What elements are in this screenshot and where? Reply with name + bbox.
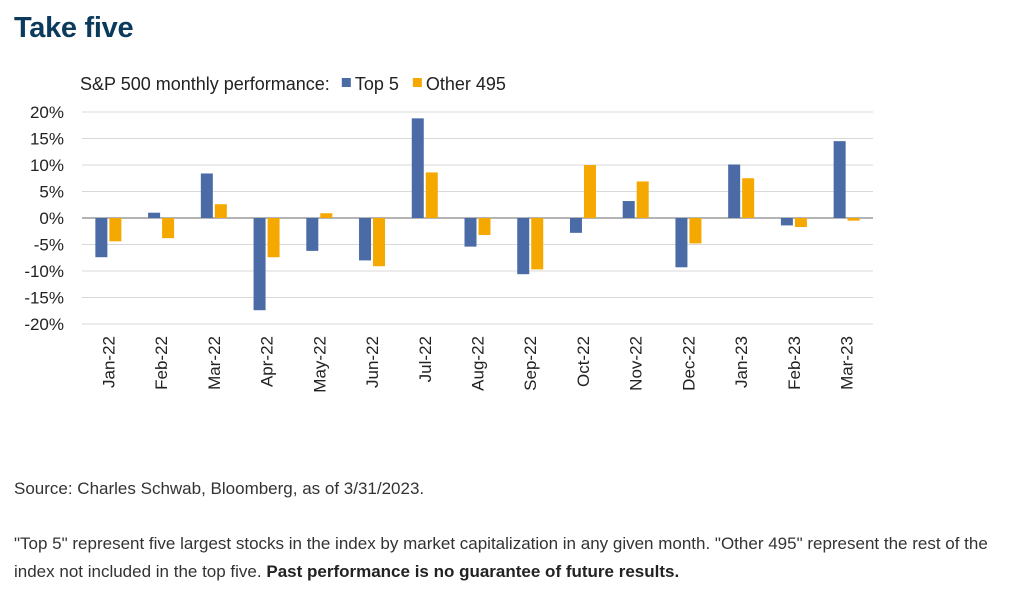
- page-title: Take five: [14, 12, 134, 44]
- bar-top-5: [675, 218, 688, 268]
- bar-other-495: [794, 218, 807, 228]
- bar-other-495: [531, 218, 544, 270]
- bar-other-495: [847, 218, 860, 221]
- chart: S&P 500 monthly performance: Top 5 Other…: [24, 74, 873, 393]
- x-tick-label: Jun-22: [363, 336, 382, 388]
- bar-other-495: [583, 165, 596, 218]
- bar-other-495: [267, 218, 280, 258]
- y-tick-label: 15%: [30, 130, 64, 149]
- bar-top-5: [306, 218, 319, 251]
- x-tick-label: Jan-23: [732, 336, 751, 388]
- bar-top-5: [95, 218, 108, 258]
- bar-top-5: [359, 218, 372, 261]
- x-tick-label: Dec-22: [679, 336, 698, 391]
- bar-top-5: [780, 218, 793, 226]
- bar-top-5: [200, 173, 213, 218]
- y-tick-label: -5%: [34, 236, 64, 255]
- legend-swatch-other-495: [412, 78, 422, 87]
- x-tick-label: Apr-22: [258, 336, 277, 387]
- bar-top-5: [728, 164, 741, 218]
- bar-top-5: [833, 141, 846, 218]
- bar-other-495: [109, 218, 122, 242]
- x-tick-label: Jan-22: [99, 336, 118, 388]
- bar-other-495: [689, 218, 702, 244]
- bar-top-5: [622, 201, 635, 218]
- footnote: "Top 5" represent five largest stocks in…: [14, 530, 1004, 586]
- y-tick-label: -15%: [24, 289, 64, 308]
- bar-top-5: [517, 218, 530, 275]
- chart-legend: Top 5 Other 495: [341, 74, 506, 94]
- bar-other-495: [478, 218, 491, 235]
- x-tick-label: May-22: [310, 336, 329, 393]
- y-tick-label: -20%: [24, 315, 64, 334]
- bar-top-5: [569, 218, 582, 233]
- bar-top-5: [253, 218, 266, 311]
- legend-label-other-495: Other 495: [426, 74, 506, 94]
- y-axis: 20% 15% 10% 5% 0% -5% -10% -15% -20%: [24, 103, 64, 334]
- bar-other-495: [425, 172, 438, 218]
- x-axis: Jan-22 Feb-22 Mar-22 Apr-22 May-22 Jun-22 Jul-…: [99, 336, 856, 393]
- x-tick-label: Oct-22: [574, 336, 593, 387]
- x-tick-label: Mar-23: [838, 336, 857, 390]
- footnote-disclaimer: Past performance is no guarantee of futu…: [266, 562, 680, 581]
- bar-top-5: [464, 218, 477, 247]
- y-tick-label: 0%: [39, 209, 64, 228]
- chart-gridlines: [82, 111, 873, 325]
- y-tick-label: 10%: [30, 156, 64, 175]
- chart-title: S&P 500 monthly performance:: [80, 74, 330, 94]
- legend-label-top-5: Top 5: [355, 74, 399, 94]
- y-tick-label: 20%: [30, 103, 64, 122]
- bar-other-495: [320, 213, 333, 218]
- x-tick-label: Jul-22: [416, 336, 435, 382]
- bar-other-495: [742, 178, 755, 218]
- bar-top-5: [411, 118, 424, 218]
- legend-swatch-top-5: [341, 78, 351, 87]
- bar-other-495: [214, 204, 227, 218]
- x-tick-label: Feb-22: [152, 336, 171, 390]
- source-note: Source: Charles Schwab, Bloomberg, as of…: [14, 479, 425, 498]
- x-tick-label: Aug-22: [469, 336, 488, 391]
- y-tick-label: -10%: [24, 262, 64, 281]
- chart-bars: [95, 118, 860, 311]
- bar-other-495: [162, 218, 175, 239]
- bar-other-495: [636, 181, 649, 218]
- footnote-text: "Top 5" represent five largest stocks in…: [14, 534, 988, 581]
- x-tick-label: Feb-23: [785, 336, 804, 390]
- x-tick-label: Mar-22: [205, 336, 224, 390]
- x-tick-label: Nov-22: [627, 336, 646, 391]
- x-tick-label: Sep-22: [521, 336, 540, 391]
- y-tick-label: 5%: [39, 183, 64, 202]
- bar-top-5: [148, 212, 161, 218]
- bar-other-495: [373, 218, 386, 267]
